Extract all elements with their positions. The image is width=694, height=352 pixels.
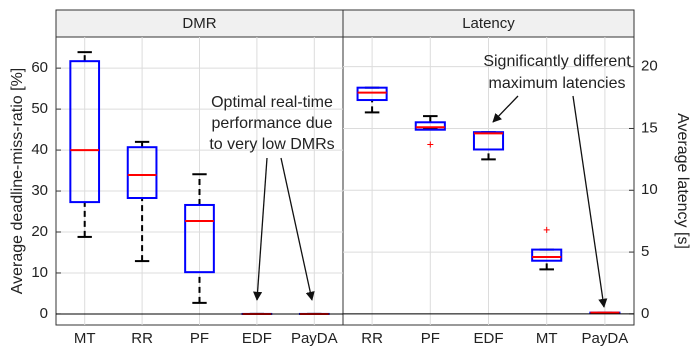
y-tick-label: 15 bbox=[641, 119, 658, 136]
panel-title: Latency bbox=[462, 15, 515, 32]
x-tick-label: PayDA bbox=[582, 330, 629, 347]
annotation: maximum latencies bbox=[489, 75, 626, 92]
x-tick-label: MT bbox=[74, 330, 96, 347]
y-tick-label: 0 bbox=[641, 305, 649, 322]
y-tick-label: 10 bbox=[31, 264, 48, 281]
y-axis-label: Average deadline-miss-ratio [%] bbox=[9, 68, 26, 294]
x-tick-label: RR bbox=[361, 330, 383, 347]
annotation: to very low DMRs bbox=[209, 136, 334, 153]
x-tick-label: PayDA bbox=[291, 330, 338, 347]
arrow bbox=[281, 158, 312, 300]
panel-title: DMR bbox=[182, 15, 216, 32]
x-tick-label: PF bbox=[421, 330, 440, 347]
y-tick-label: 0 bbox=[40, 305, 48, 322]
x-tick-label: EDF bbox=[242, 330, 272, 347]
y-axis-label: Average latency [s] bbox=[674, 113, 691, 249]
title-band bbox=[56, 10, 634, 37]
y-tick-label: 10 bbox=[641, 181, 658, 198]
annotation: Significantly different bbox=[483, 53, 631, 70]
arrow bbox=[573, 96, 604, 307]
outlier bbox=[544, 227, 550, 233]
y-tick-label: 20 bbox=[641, 58, 658, 75]
outlier bbox=[427, 142, 433, 148]
annotation: Optimal real-time bbox=[211, 94, 333, 111]
x-tick-label: PF bbox=[190, 330, 209, 347]
y-tick-label: 40 bbox=[31, 141, 48, 158]
y-tick-label: 30 bbox=[31, 182, 48, 199]
arrow bbox=[257, 158, 267, 300]
y-tick-label: 20 bbox=[31, 223, 48, 240]
x-tick-label: MT bbox=[536, 330, 558, 347]
y-tick-label: 5 bbox=[641, 243, 649, 260]
arrow bbox=[493, 96, 518, 122]
x-tick-label: RR bbox=[131, 330, 153, 347]
annotation: performance due bbox=[212, 115, 333, 132]
y-tick-label: 60 bbox=[31, 59, 48, 76]
x-tick-label: EDF bbox=[474, 330, 504, 347]
y-tick-label: 50 bbox=[31, 100, 48, 117]
